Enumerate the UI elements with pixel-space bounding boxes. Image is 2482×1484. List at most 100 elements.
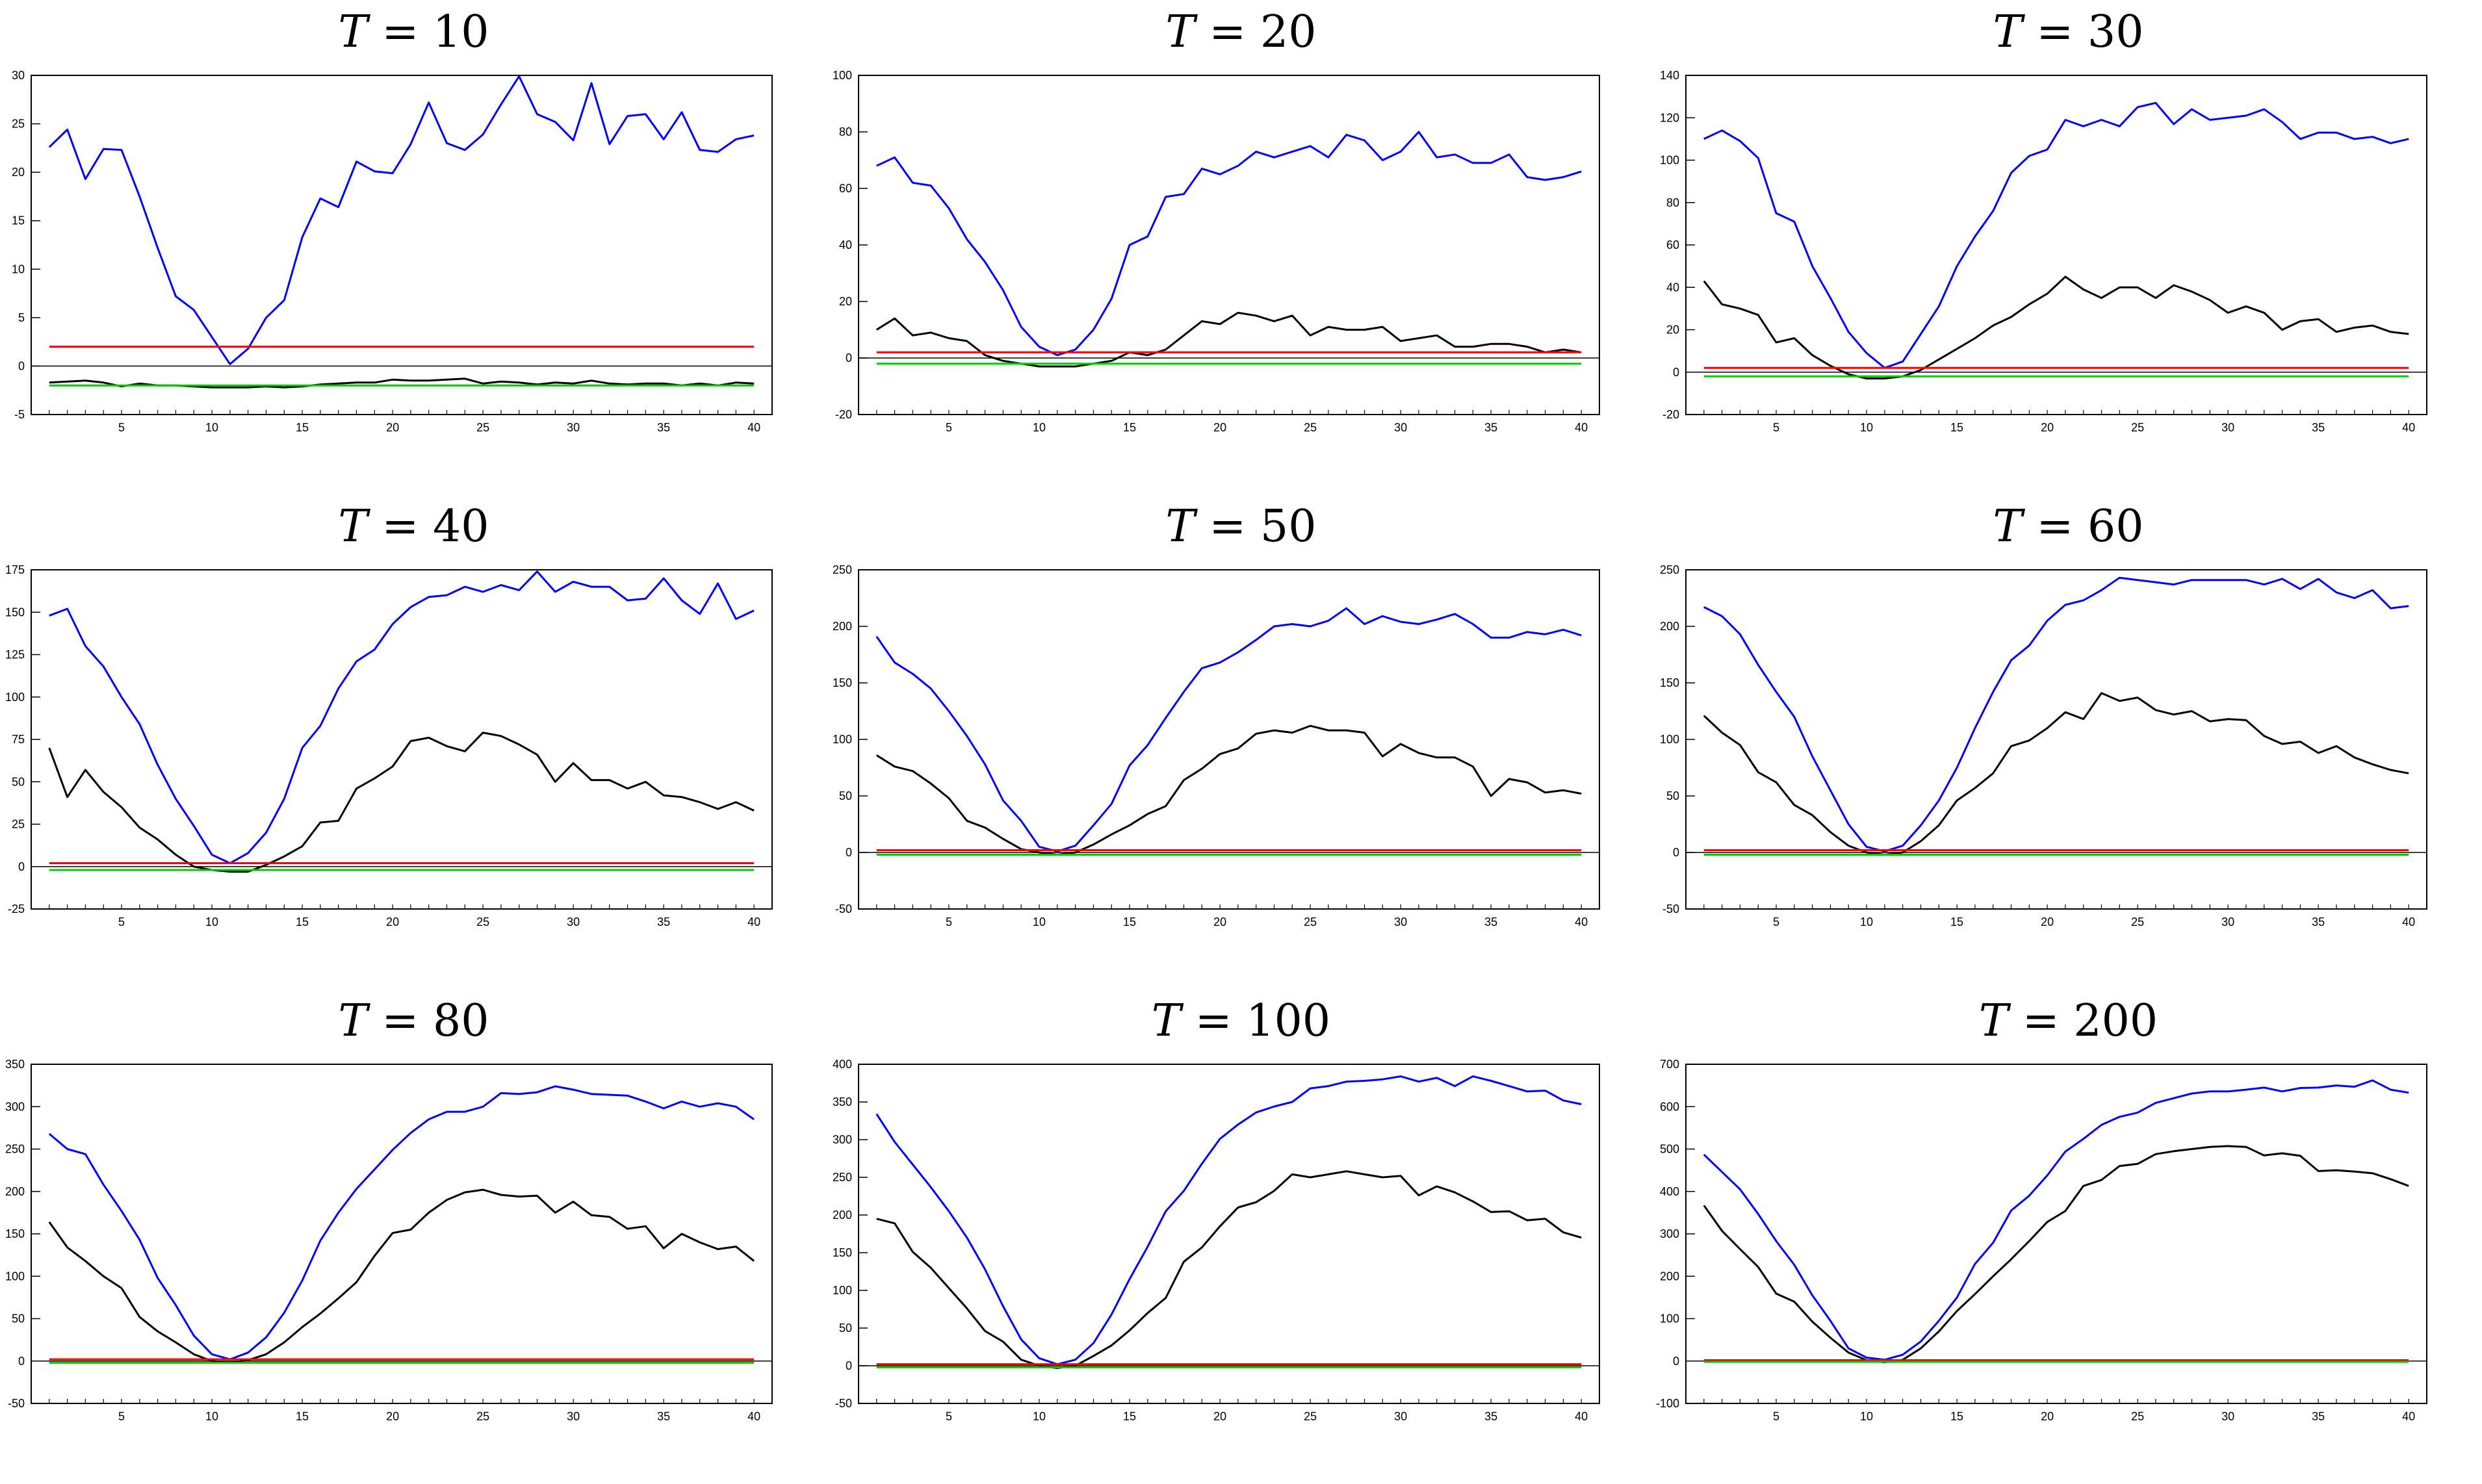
chart-panel-t10: T = 10 -5 0 5 10 15 20 25 30 5 10 15 20 25 30 35 40: [0, 0, 827, 494]
title-value: 40: [433, 501, 489, 552]
y-tick-label: 200: [1660, 620, 1679, 633]
x-tick-label: 5: [946, 915, 952, 928]
y-tick-label: 120: [1660, 111, 1679, 124]
y-tick-label: -50: [1662, 902, 1679, 915]
x-tick-label: 20: [386, 421, 399, 434]
chart-title: T = 10: [338, 6, 489, 58]
title-variable: T: [1993, 501, 2023, 552]
line-chart-t60: -50 0 50 100 150 200 250 5 10 15 20 25 30 35 40: [1660, 563, 2427, 928]
y-tick-label: 250: [5, 1143, 25, 1156]
chart-title: T = 40: [338, 501, 489, 552]
y-tick-label: 60: [839, 182, 852, 195]
title-variable: T: [1993, 6, 2023, 58]
line-chart-t50: -50 0 50 100 150 200 250 5 10 15 20 25 30 35 40: [833, 563, 1600, 928]
x-tick-label: 35: [1484, 1410, 1497, 1423]
y-tick-label: 400: [833, 1058, 852, 1071]
x-tick-label: 15: [1123, 915, 1136, 928]
x-tick-label: 35: [1484, 421, 1497, 434]
line-chart-t100: -50 0 50 100 150 200 250 300 350 400 5 10 15 20 25 30 35…: [833, 1058, 1600, 1423]
x-tick-label: 35: [657, 915, 670, 928]
y-tick-label: 50: [1666, 789, 1679, 802]
title-value: 100: [1246, 995, 1331, 1047]
y-tick-label: 30: [12, 69, 25, 82]
x-tick-label: 15: [1123, 1410, 1136, 1423]
y-tick-label: 0: [846, 1359, 852, 1372]
chart-panel-t40: T = 40 -25 0 25 50 75 100 125 150 175 5 10 15 20 25 30…: [0, 494, 827, 989]
x-tick-label: 40: [747, 915, 760, 928]
y-tick-label: 150: [833, 1246, 852, 1259]
x-tick-label: 10: [1033, 421, 1046, 434]
x-tick-label: 20: [1213, 915, 1226, 928]
y-tick-label: 150: [5, 1227, 25, 1240]
y-tick-label: 25: [12, 118, 25, 131]
x-tick-label: 10: [1860, 915, 1873, 928]
title-variable: T: [1978, 995, 2009, 1047]
x-tick-label: 15: [1950, 421, 1963, 434]
y-tick-label: 20: [1666, 324, 1679, 337]
y-tick-label: -50: [835, 902, 852, 915]
y-tick-label: 40: [839, 238, 852, 251]
series-black-line: [1703, 1145, 2409, 1364]
x-tick-label: 20: [2041, 1410, 2054, 1423]
x-tick-label: 40: [747, 421, 760, 434]
chart-panel-t20: T = 20 -20 0 20 40 60 80 100 5 10 15 20 25 30 35 40: [827, 0, 1655, 494]
chart-title: T = 20: [1165, 6, 1317, 58]
y-tick-label: 250: [1660, 563, 1679, 576]
x-tick-label: 15: [296, 1410, 309, 1423]
x-tick-label: 40: [2402, 915, 2415, 928]
x-tick-label: 40: [747, 1410, 760, 1423]
chart-panel-t50: T = 50 -50 0 50 100 150 200 250 5 10 15 20 25 30 35 40: [827, 494, 1655, 989]
y-tick-label: 0: [846, 352, 852, 365]
x-tick-label: 40: [2402, 1410, 2415, 1423]
x-tick-label: 30: [1394, 1410, 1407, 1423]
x-tick-label: 15: [296, 421, 309, 434]
line-chart-t40: -25 0 25 50 75 100 125 150 175 5 10 15 20 25 30 35 40: [5, 563, 773, 928]
title-value: 200: [2073, 995, 2158, 1047]
x-tick-label: 20: [1213, 1410, 1226, 1423]
series-blue-line: [876, 131, 1582, 357]
y-tick-label: 150: [5, 606, 25, 619]
title-variable: T: [1165, 501, 1195, 552]
series-black-line: [876, 1170, 1582, 1369]
y-tick-label: 40: [1666, 281, 1679, 294]
x-tick-label: 40: [2402, 421, 2415, 434]
y-tick-label: 250: [833, 563, 852, 576]
x-tick-label: 5: [1773, 1410, 1779, 1423]
x-tick-label: 30: [2221, 1410, 2234, 1423]
y-tick-label: 100: [833, 733, 852, 746]
chart-title: T = 80: [338, 995, 489, 1047]
line-chart-t80: -50 0 50 100 150 200 250 300 350 5 10 15 20 25 30 35 40: [5, 1058, 773, 1423]
x-tick-label: 10: [205, 915, 218, 928]
y-tick-label: 100: [1660, 1312, 1679, 1325]
plot-frame: [31, 75, 773, 415]
x-tick-label: 10: [205, 1410, 218, 1423]
y-tick-label: 400: [1660, 1185, 1679, 1198]
y-tick-label: 20: [12, 166, 25, 179]
x-tick-label: 15: [1123, 421, 1136, 434]
x-tick-label: 30: [1394, 915, 1407, 928]
x-tick-label: 25: [1304, 421, 1317, 434]
x-tick-label: 35: [2312, 915, 2325, 928]
series-black-line: [876, 311, 1582, 368]
y-tick-label: 100: [5, 691, 25, 704]
chart-panel-t100: T = 100 -50 0 50 100 150 200 250 300 350 400 5 10 15…: [827, 989, 1655, 1483]
y-tick-label: 200: [833, 1209, 852, 1222]
y-tick-label: 10: [12, 262, 25, 275]
chart-title: T = 50: [1165, 501, 1317, 552]
y-tick-label: 100: [1660, 154, 1679, 167]
x-tick-label: 35: [2312, 421, 2325, 434]
title-variable: T: [1151, 995, 1182, 1047]
x-tick-label: 30: [2221, 421, 2234, 434]
y-tick-label: 500: [1660, 1143, 1679, 1156]
y-tick-label: 100: [833, 1284, 852, 1297]
y-tick-label: 140: [1660, 69, 1679, 82]
y-tick-label: 25: [12, 818, 25, 831]
series-blue-line: [875, 1075, 1582, 1366]
x-tick-label: 25: [476, 915, 489, 928]
chart-title: T = 60: [1993, 501, 2144, 552]
title-value: 60: [2088, 501, 2144, 552]
y-tick-label: 350: [833, 1095, 852, 1108]
chart-title: T = 100: [1151, 995, 1331, 1047]
y-tick-label: -50: [8, 1397, 25, 1410]
